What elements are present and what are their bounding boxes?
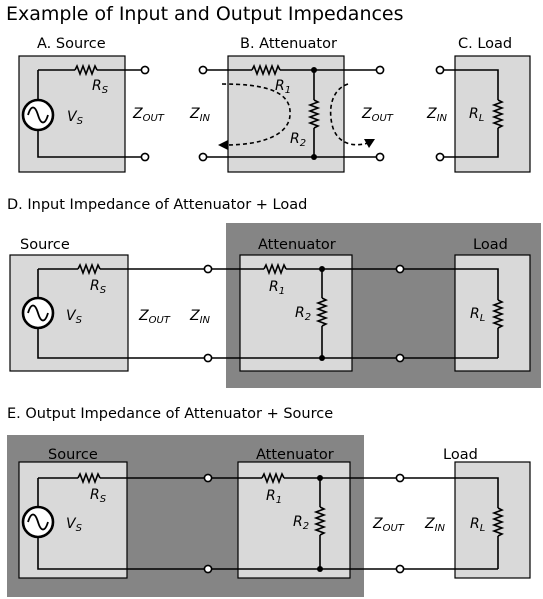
section-d-source-label: Source — [20, 237, 70, 253]
panel-b-right-bottom-terminal-icon — [375, 152, 385, 162]
section-e-attenuator-label: Attenuator — [256, 447, 334, 463]
section-e-rl-resistor-icon — [491, 507, 505, 537]
section-d-r1-resistor-icon — [263, 262, 287, 276]
panel-b-output-arrow-path — [329, 83, 369, 146]
section-d-r1-label: R1 — [269, 279, 285, 297]
panel-c-bottom-terminal-icon — [435, 152, 445, 162]
section-d-zin-label: ZIN — [189, 308, 211, 326]
section-e-junction-dot-bottom — [317, 566, 323, 572]
section-e-r1-resistor-icon — [261, 471, 285, 485]
panel-b-attenuator-box — [227, 55, 345, 173]
panel-c-heading: C. Load — [458, 36, 512, 52]
section-e-vs-label: VS — [66, 516, 83, 534]
panel-b-left-bottom-terminal-icon — [198, 152, 208, 162]
panel-b-junction-dot — [311, 67, 317, 73]
section-e-attenuator-box — [237, 461, 351, 579]
section-d-rs-label: RS — [90, 278, 107, 296]
panel-c-rl-label: RL — [469, 106, 484, 124]
panel-b-left-top-terminal-icon — [198, 65, 208, 75]
panel-a-wires — [37, 69, 142, 158]
section-e-load-box — [454, 461, 531, 579]
panel-b-wires — [203, 69, 380, 158]
diagram-title: Example of Input and Output Impedances — [6, 3, 404, 25]
section-d-attenuator-label: Attenuator — [258, 237, 336, 253]
section-d-wires — [37, 268, 499, 359]
section-e-terminal-icon — [395, 473, 405, 483]
panel-c-zin-label: ZIN — [426, 106, 448, 124]
section-d-ac-source-icon — [21, 296, 55, 330]
panel-c-load-box — [454, 55, 531, 173]
panel-a-heading: A. Source — [37, 36, 106, 52]
panel-a-rs-label: RS — [92, 78, 109, 96]
panel-b-right-top-terminal-icon — [375, 65, 385, 75]
section-d-heading: D. Input Impedance of Attenuator + Load — [7, 197, 307, 213]
section-e-rs-resistor-icon — [77, 471, 101, 485]
section-e-ac-source-icon — [21, 505, 55, 539]
section-e-r2-label: R2 — [293, 514, 309, 532]
section-d-junction-dot-top — [319, 266, 325, 272]
panel-a-vs-label: VS — [67, 109, 84, 127]
panel-b-junction-dot-bottom — [311, 154, 317, 160]
section-d-rl-resistor-icon — [491, 299, 505, 329]
panel-c-top-terminal-icon — [435, 65, 445, 75]
section-e-junction-dot-top — [317, 475, 323, 481]
panel-b-r2-label: R2 — [290, 131, 306, 149]
section-e-heading: E. Output Impedance of Attenuator + Sour… — [7, 406, 333, 422]
panel-b-r1-resistor-icon — [251, 63, 281, 77]
panel-b-r1-label: R1 — [275, 78, 291, 96]
section-e-terminal-icon — [203, 473, 213, 483]
section-d-attenuator-box — [239, 254, 353, 372]
panel-a-zout-label: ZOUT — [132, 106, 165, 124]
panel-b-zin-label: ZIN — [189, 106, 211, 124]
section-d-rs-resistor-icon — [77, 262, 101, 276]
panel-a-rs-resistor-icon — [74, 63, 98, 77]
section-e-terminal-icon — [395, 564, 405, 574]
section-e-terminal-icon — [203, 564, 213, 574]
section-d-rl-label: RL — [470, 306, 485, 324]
section-d-junction-dot-bottom — [319, 355, 325, 361]
section-d-terminal-icon — [395, 264, 405, 274]
panel-a-bottom-terminal-icon — [140, 152, 150, 162]
section-d-terminal-icon — [203, 353, 213, 363]
section-e-wires — [37, 477, 499, 570]
panel-c-rl-resistor-icon — [491, 99, 505, 129]
section-d-terminal-icon — [203, 264, 213, 274]
section-d-load-box — [454, 254, 531, 372]
section-e-r1-label: R1 — [266, 488, 282, 506]
panel-b-output-arrowhead-icon — [364, 139, 375, 148]
panel-b-r2-resistor-icon — [307, 99, 321, 129]
section-d-zout-label: ZOUT — [138, 308, 171, 326]
section-d-load-label: Load — [473, 237, 508, 253]
section-e-zin-label: ZIN — [424, 516, 446, 534]
section-e-r2-resistor-icon — [313, 506, 327, 536]
section-d-r2-label: R2 — [295, 305, 311, 323]
section-e-rs-label: RS — [90, 487, 107, 505]
panel-b-input-arrowhead-icon — [218, 140, 228, 150]
panel-c-wires — [442, 69, 499, 158]
panel-a-top-terminal-icon — [140, 65, 150, 75]
panel-a-ac-source-icon — [21, 98, 55, 132]
section-e-rl-label: RL — [470, 516, 485, 534]
panel-b-heading: B. Attenuator — [240, 36, 337, 52]
section-d-r2-resistor-icon — [315, 297, 329, 327]
section-e-source-label: Source — [48, 447, 98, 463]
panel-b-zout-label: ZOUT — [361, 106, 394, 124]
section-d-terminal-icon — [395, 353, 405, 363]
section-e-zout-label: ZOUT — [372, 516, 405, 534]
section-d-vs-label: VS — [66, 308, 83, 326]
section-e-load-label: Load — [443, 447, 478, 463]
